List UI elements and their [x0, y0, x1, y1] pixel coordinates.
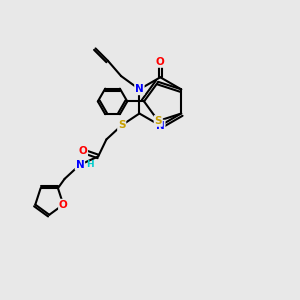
Text: H: H [86, 160, 93, 169]
Text: O: O [79, 146, 87, 156]
Text: N: N [135, 84, 144, 94]
Text: N: N [156, 121, 165, 130]
Text: O: O [59, 200, 68, 210]
Text: S: S [118, 120, 125, 130]
Text: O: O [156, 57, 165, 67]
Text: S: S [154, 116, 162, 126]
Text: N: N [76, 160, 84, 170]
